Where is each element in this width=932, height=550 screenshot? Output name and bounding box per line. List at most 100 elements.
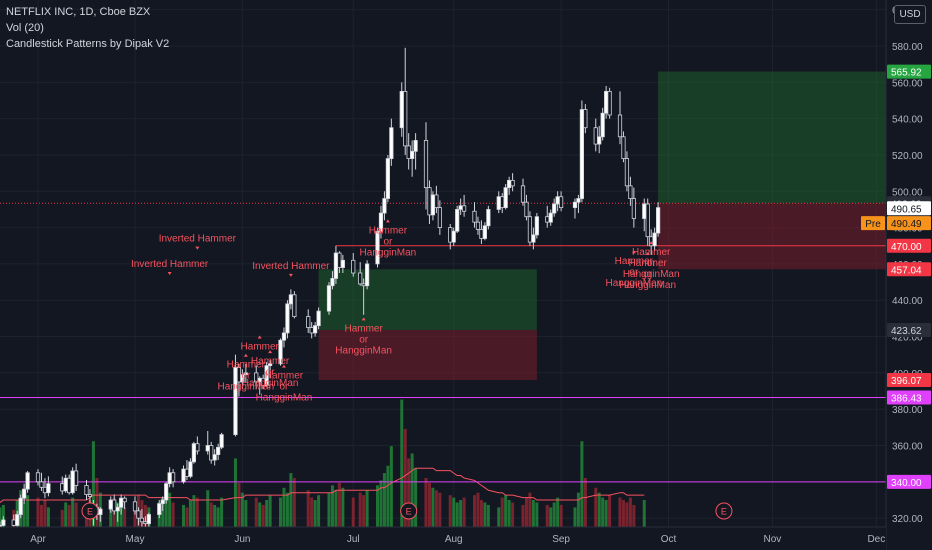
volume-bar: [448, 495, 452, 527]
candle-body: [593, 127, 598, 145]
candle-body: [656, 207, 661, 234]
volume-bar: [351, 497, 355, 527]
price-tick: 540.00: [892, 115, 923, 126]
currency-button[interactable]: USD: [894, 5, 926, 24]
candle-body: [285, 303, 290, 334]
volume-bar: [632, 504, 636, 527]
candle-body: [482, 225, 487, 239]
volume-bar: [285, 492, 289, 527]
earnings-marker: [715, 502, 733, 520]
pattern-indicator-label[interactable]: Candlestick Patterns by Dipak V2: [6, 38, 170, 50]
candle-body: [496, 196, 501, 210]
candle-body: [292, 294, 297, 317]
candle-body: [63, 477, 68, 492]
time-tick: Jun: [234, 534, 250, 545]
volume-bar: [91, 441, 95, 527]
pattern-arrow: [281, 364, 286, 368]
candle-body: [167, 472, 172, 485]
candle-body: [617, 114, 623, 138]
volume-bar: [552, 502, 556, 527]
volume-bar: [195, 497, 199, 527]
candle-body: [434, 194, 439, 209]
candle-body: [212, 454, 217, 461]
price-tick: 560.00: [892, 78, 923, 89]
candle-body: [631, 198, 636, 219]
pattern-arrow: [361, 317, 366, 321]
candle-body: [84, 485, 89, 495]
earnings-marker-label: E: [406, 507, 412, 517]
volume-bar: [511, 502, 515, 527]
candle-body: [552, 203, 557, 214]
volume-bar: [601, 497, 605, 527]
profit-zone: [658, 71, 886, 204]
volume-bar: [22, 502, 26, 527]
candle-body: [413, 140, 418, 152]
volume-bar: [497, 507, 501, 527]
price-label: 340.00: [891, 478, 922, 489]
candle-body: [60, 483, 65, 492]
pattern-arrow: [649, 241, 654, 245]
price-label: 423.62: [891, 326, 922, 337]
pattern-label: Inverted Hammer: [252, 261, 330, 272]
volume-bar: [306, 490, 310, 527]
volume-bar: [583, 478, 587, 527]
candle-body: [316, 310, 321, 327]
pattern-arrow: [243, 353, 248, 357]
volume-bar: [168, 492, 172, 527]
pattern-label: Hammer: [344, 323, 383, 334]
candle-body: [361, 283, 366, 287]
volume-bar: [1, 504, 5, 527]
candle-body: [403, 91, 408, 147]
price-label-bg: [887, 474, 931, 489]
pattern-label: HangginMan: [256, 393, 313, 404]
volume-bar: [479, 500, 483, 527]
volume-bar: [576, 492, 580, 527]
candle-body: [160, 499, 165, 505]
volume-bar: [407, 458, 411, 527]
pattern-label: HangginMan: [242, 378, 299, 389]
volume-bar: [71, 497, 75, 527]
pattern-label: HangginMan: [217, 382, 274, 393]
volume-bar: [237, 482, 241, 527]
candle-body: [243, 372, 248, 376]
volume-bar: [0, 507, 2, 527]
candle-body: [98, 508, 103, 515]
price-label: 396.07: [891, 376, 922, 387]
volume-bar: [410, 453, 414, 527]
price-label-bg: [887, 262, 931, 277]
volume-bar: [109, 500, 113, 527]
volume-bar: [67, 504, 71, 527]
candle-body: [139, 517, 145, 523]
candle-body: [264, 365, 269, 386]
candle-body: [437, 207, 442, 228]
earnings-marker-label: E: [87, 507, 93, 517]
pattern-label: HangginMan: [623, 269, 680, 280]
pattern-label: or: [266, 367, 276, 378]
candle-body: [462, 205, 467, 212]
volume-bar: [213, 504, 217, 527]
candle-body: [67, 477, 72, 494]
price-label: 386.43: [891, 394, 922, 405]
time-axis-bg: [0, 527, 886, 550]
volume-bar: [26, 495, 30, 527]
volume-bar: [133, 502, 137, 527]
candle-body: [35, 472, 41, 483]
candle-body: [70, 470, 75, 494]
pattern-label: or: [383, 236, 393, 247]
candle-body: [74, 470, 79, 486]
candle-body: [18, 497, 23, 515]
volume-bar: [220, 497, 224, 527]
time-axis: Apr May Jun Jul Aug Sep Oct Nov Dec: [0, 526, 886, 550]
volume-bar: [597, 492, 601, 527]
volume-indicator-label[interactable]: Vol (20): [6, 22, 44, 34]
candle-body: [42, 486, 48, 494]
candle-body: [313, 325, 318, 334]
volume-bar: [382, 473, 386, 527]
symbol-title: NETFLIX INC, 1D, Cboe BZX: [6, 6, 151, 18]
volume-bar: [507, 500, 511, 527]
candle-body: [583, 109, 588, 129]
pattern-label: Hammer: [265, 371, 304, 382]
price-label: 490.65: [891, 204, 922, 215]
candle-body: [455, 209, 460, 232]
